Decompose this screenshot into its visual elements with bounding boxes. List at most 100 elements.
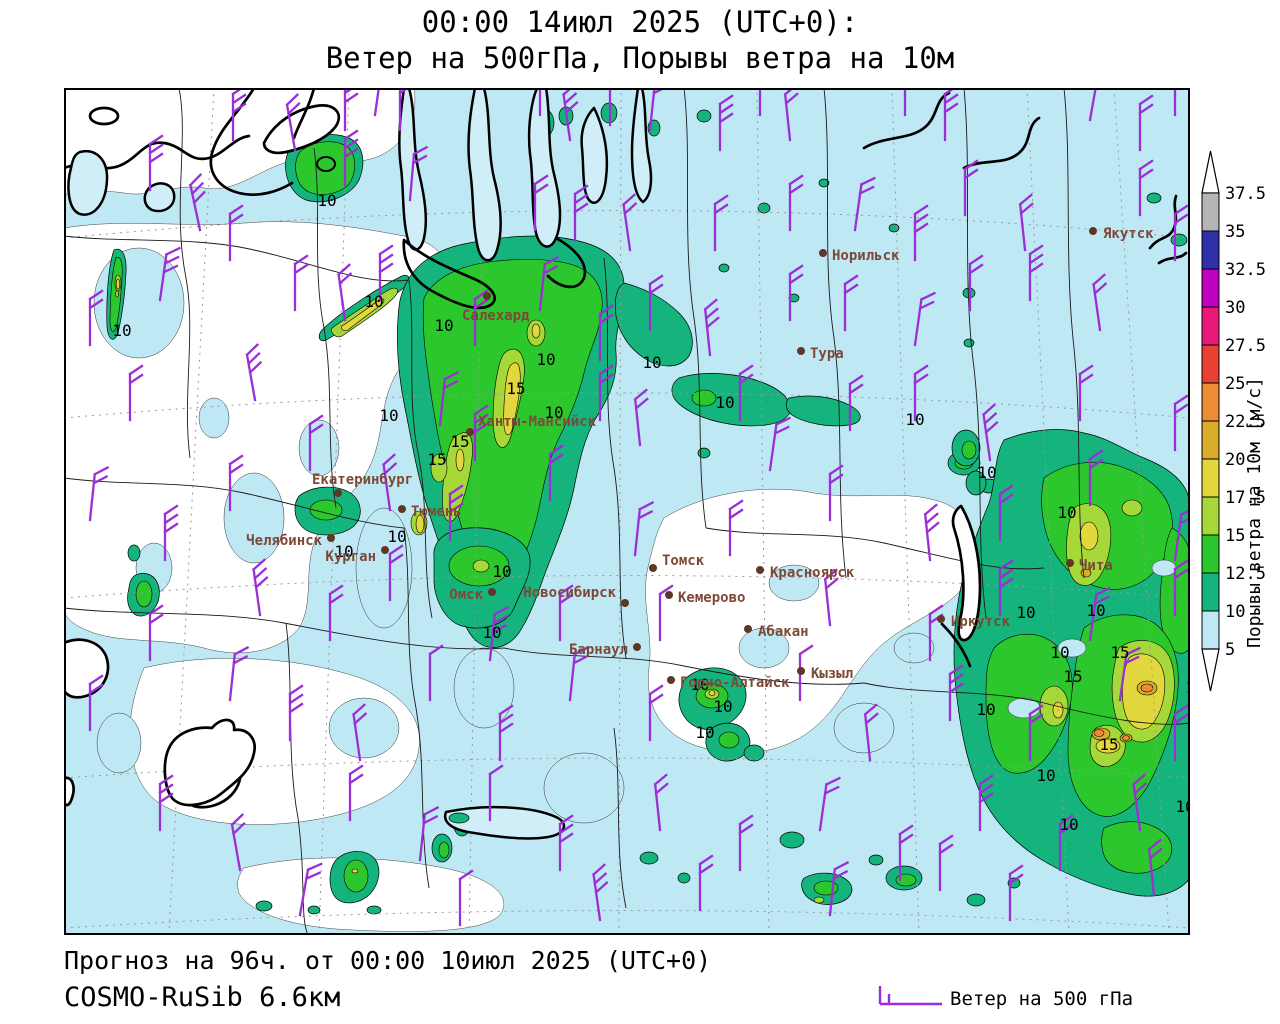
wind-barb [848, 374, 864, 432]
chart-title-line1: 00:00 14июл 2025 (UTC+0): [421, 5, 859, 39]
city-marker [797, 347, 805, 355]
wind-barb [438, 370, 460, 427]
colorbar-tick-label: 37.5 [1225, 184, 1266, 204]
wind-barb [853, 176, 876, 232]
city-marker [334, 489, 342, 497]
wind-barb [738, 814, 754, 872]
wind-barb [998, 484, 1014, 542]
contour-label: 10 [1050, 643, 1069, 662]
wind-barb [558, 584, 574, 642]
city-marker [398, 505, 406, 513]
wind-barb [533, 174, 549, 232]
contour-label: 10 [482, 623, 501, 642]
wind-barb [1091, 273, 1108, 332]
wind-barb [738, 364, 754, 422]
contour-label: 15 [1110, 643, 1129, 662]
contour-label: 10 [536, 350, 555, 369]
city-marker [327, 534, 335, 542]
wind-barb [573, 184, 589, 242]
wind-barb [458, 869, 474, 927]
colorbar-tick-label: 20 [1225, 450, 1245, 470]
wind-barb [1138, 94, 1154, 152]
wind-barb [1088, 586, 1111, 642]
wind-barb [88, 465, 110, 522]
wind-barb [488, 764, 504, 822]
city-label: Чита [1079, 558, 1113, 574]
wind-barb [598, 364, 614, 422]
wind-barb [633, 388, 649, 447]
chart-title-line2: Ветер на 500гПа, Порывы ветра на 10м [325, 41, 955, 75]
wind-barb [621, 193, 638, 252]
colorbar-tick-label: 35 [1225, 222, 1245, 242]
contour-label: 10 [642, 353, 661, 372]
wind-barb [1173, 88, 1177, 117]
colorbar-segment [1201, 382, 1220, 422]
model-name-text: COSMO-RuSib 6.6км [64, 982, 341, 1013]
wind-barb [158, 246, 181, 302]
contour-label: 10 [1036, 766, 1055, 785]
forecast-map-svg: 1010101010151010151510101010101010101010… [64, 88, 1190, 935]
city-marker [797, 667, 805, 675]
wind-barb [1173, 394, 1189, 452]
wind-barb [343, 129, 359, 187]
wind-barb [558, 814, 574, 872]
wind-barb [863, 703, 879, 762]
wind-barb [1131, 773, 1148, 832]
wind-barb [1088, 449, 1104, 507]
wind-barb [591, 863, 609, 922]
contour-label: 15 [1099, 735, 1118, 754]
contour-label: 10 [1016, 603, 1035, 622]
wind-barb [698, 854, 714, 912]
wind-barb [1028, 244, 1044, 302]
contour-label: 10 [112, 321, 131, 340]
city-label: Новосибирск [523, 585, 616, 601]
wind-barb [251, 558, 269, 617]
city-marker [483, 292, 491, 300]
wind-barb [598, 304, 614, 362]
city-label: Норильск [832, 248, 900, 264]
wind-barb [328, 584, 344, 642]
contour-label: 10 [364, 292, 383, 311]
map-border [64, 88, 1190, 935]
contour-label: 10 [387, 527, 406, 546]
wind-barb [228, 454, 244, 512]
contour-label: 10 [905, 410, 924, 429]
wind-barb [913, 204, 929, 262]
wind-barb [473, 289, 489, 347]
wind-barb [188, 173, 206, 232]
wind-barb [828, 464, 844, 522]
wind-barb [158, 774, 174, 832]
wind-barb [1147, 838, 1163, 897]
wind-barb [768, 416, 791, 472]
contour-label: 15 [450, 432, 469, 451]
city-markers-layer: Норильск Салехард Тура Якутск Ханты-Мансийск… [246, 226, 1154, 691]
wind-barb [728, 499, 744, 557]
wind-barb [1173, 559, 1189, 617]
city-marker [621, 599, 629, 607]
city-label: Иркутск [951, 614, 1011, 630]
city-label: Абакан [758, 624, 809, 640]
city-label: Барнаул [569, 642, 628, 658]
contour-label: 10 [1057, 503, 1076, 522]
wind-barb [1118, 646, 1141, 702]
wind-barb [348, 764, 364, 822]
colorbar-tick-label: 15 [1225, 526, 1245, 546]
city-marker [819, 249, 827, 257]
wind-barb [608, 88, 613, 127]
wind-barb [1018, 193, 1034, 252]
wind-barb [998, 559, 1014, 617]
contour-label: 10 [1185, 678, 1190, 697]
city-marker [756, 566, 764, 574]
wind-barb [968, 254, 984, 312]
admin-borders-layer [64, 88, 1190, 935]
wind-barb [88, 674, 104, 732]
wind-barb [658, 584, 674, 642]
wind-barb [1078, 364, 1094, 422]
wind-barb [373, 88, 396, 117]
colorbar-axis-label: Порывы ветра на 10м [м/с] [1244, 377, 1265, 648]
wind-barb [488, 605, 510, 662]
wind-barb [843, 274, 859, 332]
contour-label: 10 [434, 316, 453, 335]
colorbar-segment [1201, 534, 1220, 574]
wind-barb [288, 684, 304, 742]
